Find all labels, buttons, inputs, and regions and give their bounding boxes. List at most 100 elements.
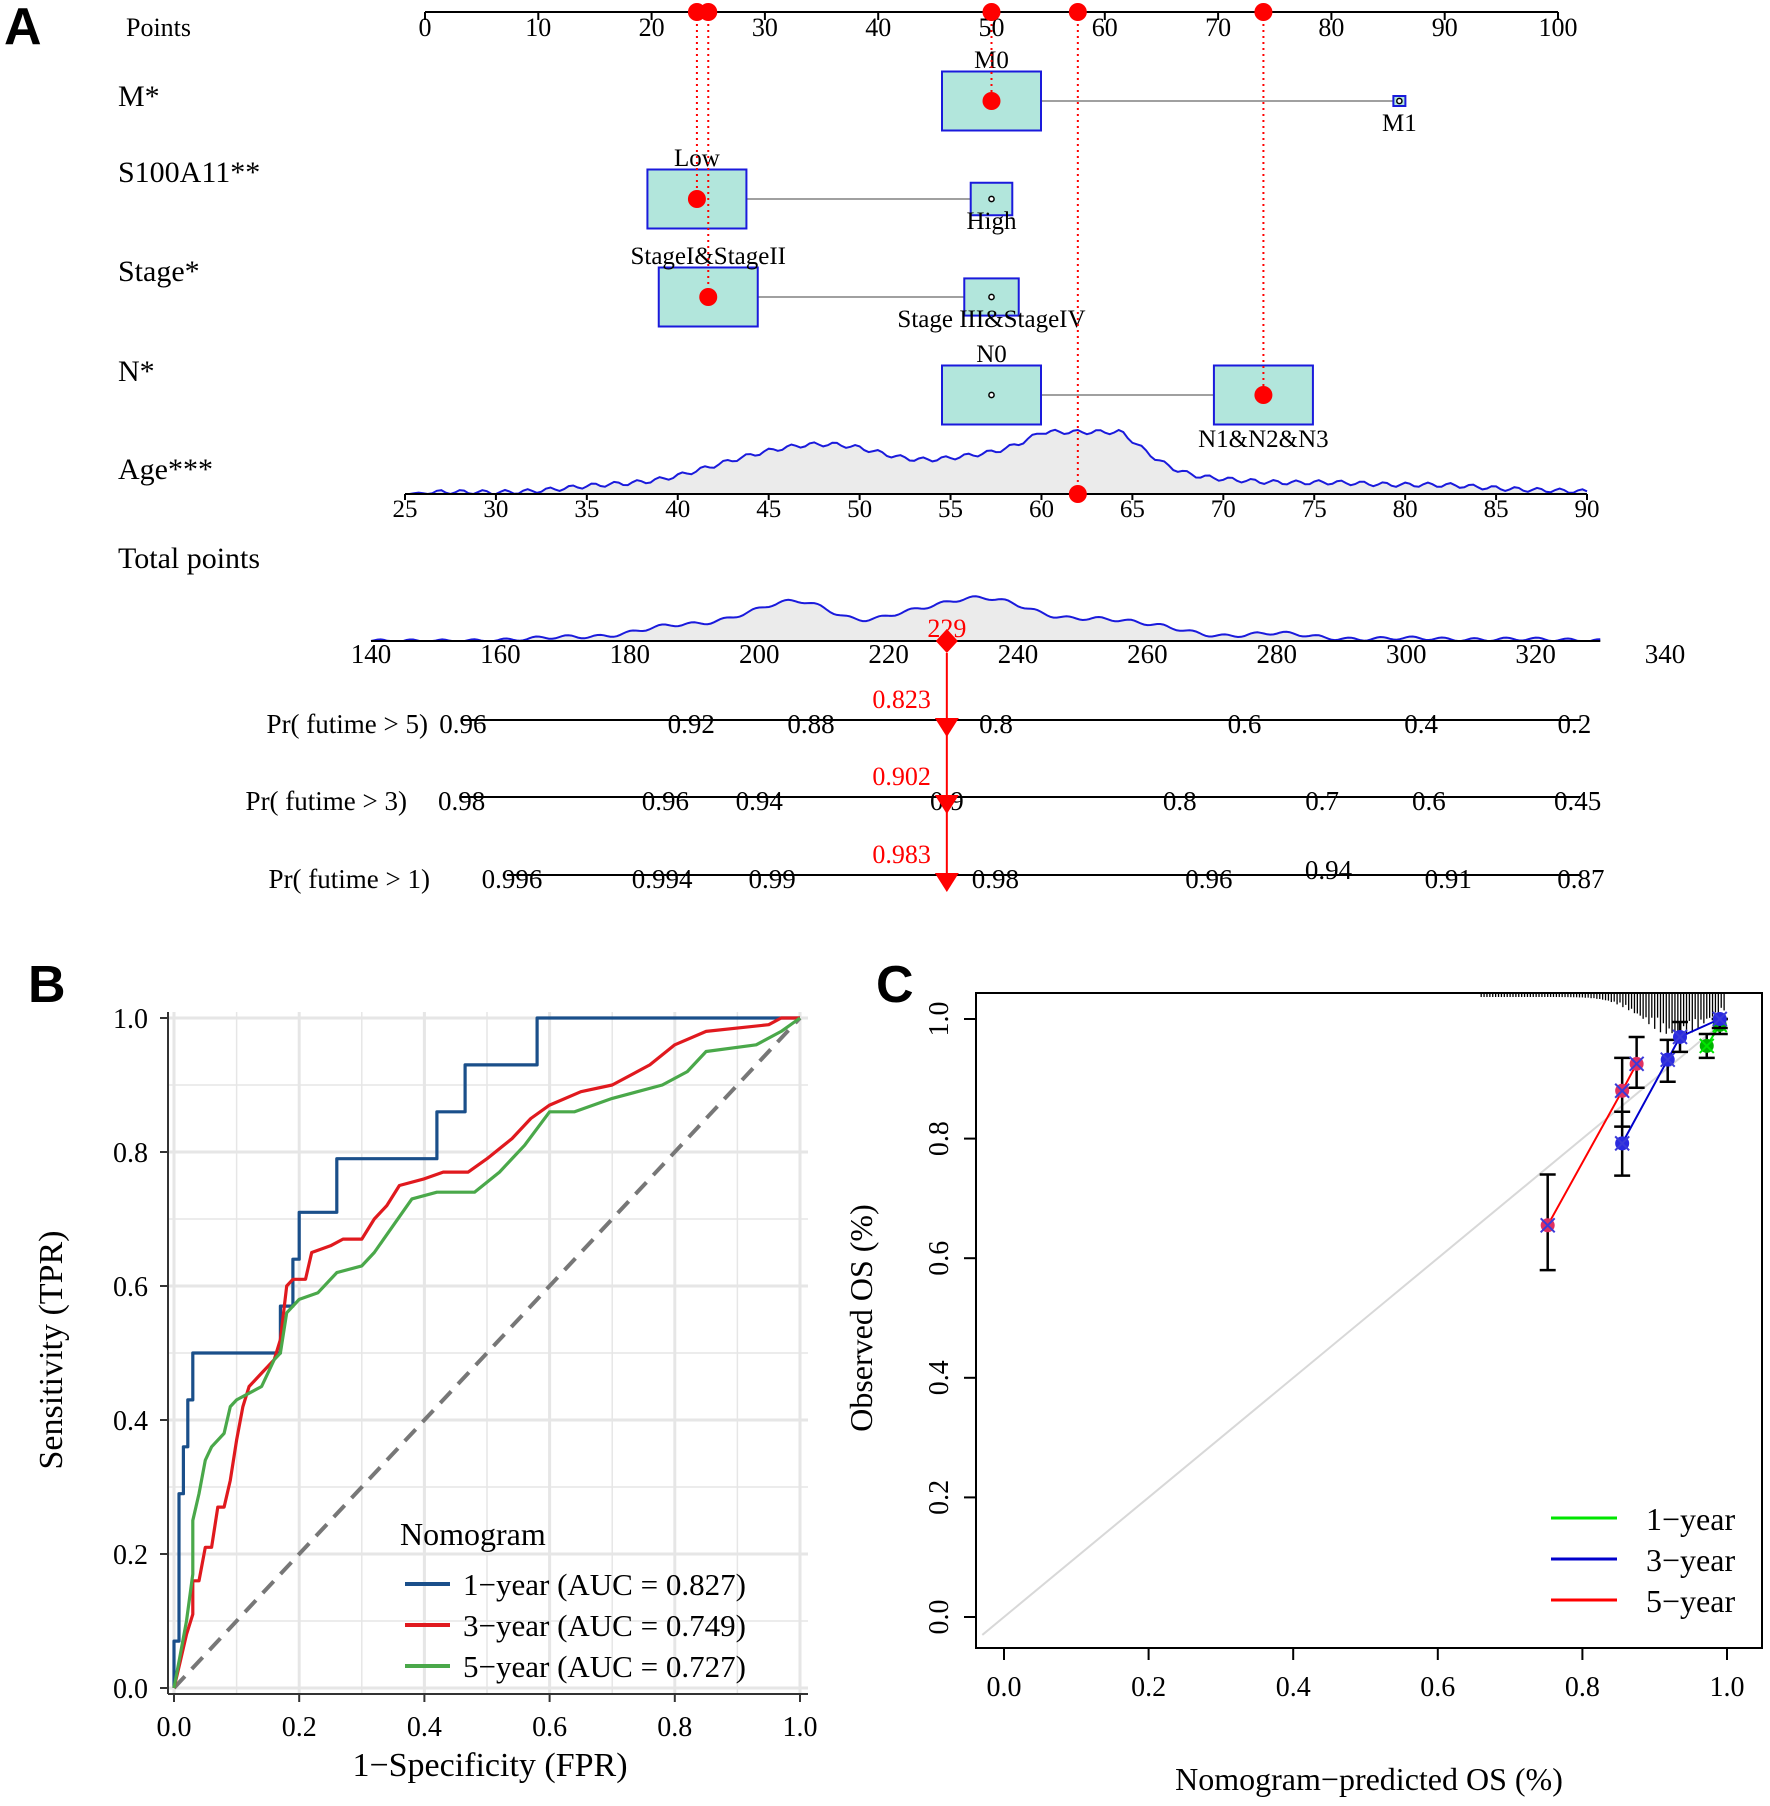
roc-legend-label-0: 1−year (AUC = 0.827) [463, 1567, 746, 1602]
cal-legend-label-1: 3−year [1646, 1542, 1735, 1578]
points-axis-tick-label-4: 40 [865, 13, 891, 42]
prob-axis-tick-label-1-1: 0.96 [642, 786, 689, 816]
points-axis-tick-label-10: 100 [1539, 13, 1578, 42]
selection-marker-4 [1068, 485, 1087, 503]
total-points-tick-label-0: 140 [351, 639, 392, 669]
prob-value-label-0: 0.823 [872, 685, 931, 714]
cal-3-year-point-cross [1672, 1029, 1688, 1045]
cal-3-year-point-cross [1614, 1135, 1630, 1152]
prob-axis-label-2: Pr( futime > 1) [269, 864, 430, 894]
prob-value-marker-0 [934, 718, 959, 737]
var-n-level-label-n0: N0 [976, 341, 1007, 368]
cal-1-year-point-cross [1699, 1038, 1715, 1054]
roc-curve-3-year [172, 1016, 800, 1689]
total-points-tick-label-7: 280 [1257, 639, 1298, 669]
roc-y-tick-label-0: 0.0 [113, 1674, 148, 1705]
prob-axis-tick-label-2-3: 0.98 [972, 864, 1019, 894]
roc-x-tick-label-5: 1.0 [783, 1712, 818, 1743]
roc-y-tick-label-5: 1.0 [113, 1004, 148, 1035]
var-stage-label: Stage* [118, 255, 200, 288]
selection-marker-1 [687, 190, 706, 208]
roc-y-axis-title: Sensitivity (TPR) [33, 1231, 70, 1470]
points-axis-tick-label-2: 20 [639, 13, 665, 42]
cal-ideal-line [981, 1018, 1728, 1636]
var-m-box-center-m1 [1396, 97, 1403, 105]
roc-x-tick-label-3: 0.6 [532, 1712, 567, 1743]
total-points-tick-label-6: 260 [1127, 639, 1168, 669]
prob-axis-label-0: Pr( futime > 5) [267, 709, 428, 739]
cal-x-tick-label-0: 0.0 [987, 1672, 1022, 1703]
prob-axis-tick-label-2-1: 0.994 [632, 864, 693, 894]
var-stage-box-center-stage-iii-stageiv [988, 293, 995, 301]
prob-value-label-2: 0.983 [872, 840, 931, 869]
cal-y-tick-label-1: 0.2 [924, 1480, 955, 1515]
total-points-label: Total points [118, 542, 260, 575]
cal-5-year-point-cross [1628, 1056, 1645, 1072]
points-axis-label: Points [126, 13, 191, 42]
cal-plot-box [975, 992, 1763, 1649]
selection-marker-3 [1254, 386, 1273, 404]
total-points-tick-label-2: 180 [610, 639, 651, 669]
cal-3-year-point-cross [1712, 1011, 1728, 1027]
cal-y-tick-label-4: 0.8 [924, 1121, 955, 1156]
age-axis-tick-label-12: 85 [1484, 496, 1509, 523]
age-axis-tick-label-6: 55 [938, 496, 963, 523]
cal-x-tick-label-4: 0.8 [1565, 1672, 1600, 1703]
selection-marker-2 [699, 288, 718, 306]
points-axis-marker-0 [982, 3, 1001, 21]
prob-axis-tick-label-0-4: 0.6 [1228, 709, 1262, 739]
prob-axis-tick-label-1-5: 0.7 [1305, 786, 1339, 816]
age-density-fill [405, 429, 1587, 494]
points-axis-tick-label-0: 0 [419, 13, 432, 42]
var-n-label: N* [118, 355, 155, 388]
age-axis-tick-label-13: 90 [1575, 496, 1600, 523]
panel-b-letter: B [28, 956, 66, 1014]
var-s100a11-level-label-low: Low [674, 145, 720, 172]
total-points-tick-label-1: 160 [480, 639, 521, 669]
prob-axis-label-1: Pr( futime > 3) [246, 786, 407, 816]
prob-axis-tick-label-2-4: 0.96 [1185, 864, 1232, 894]
prob-axis-tick-label-2-7: 0.87 [1557, 864, 1604, 894]
prob-value-marker-2 [934, 873, 959, 892]
var-s100a11-label: S100A11** [118, 156, 260, 189]
roc-x-axis-title: 1−Specificity (FPR) [352, 1747, 627, 1784]
cal-x-tick-label-5: 1.0 [1710, 1672, 1745, 1703]
cal-x-tick-label-2: 0.4 [1276, 1672, 1311, 1703]
total-points-tick-label-5: 240 [998, 639, 1039, 669]
prob-axis-tick-label-0-3: 0.8 [979, 709, 1013, 739]
age-axis-tick-label-11: 80 [1393, 496, 1418, 523]
roc-legend-label-2: 5−year (AUC = 0.727) [463, 1649, 746, 1684]
total-points-diamond [935, 629, 958, 653]
cal-5-year-point-cross [1539, 1217, 1556, 1234]
prob-axis-tick-label-2-0: 0.996 [482, 864, 543, 894]
points-axis-tick-label-9: 90 [1432, 13, 1458, 42]
roc-panel: 0.0 0.2 0.4 0.6 0.8 1.0 0.0 0.2 0.4 0.6 0.8 1.0 1−Sp… [33, 1004, 818, 1784]
prob-axis-tick-label-0-2: 0.88 [787, 709, 834, 739]
cal-x-tick-label-3: 0.6 [1420, 1672, 1455, 1703]
age-axis-tick-label-1: 30 [483, 496, 508, 523]
cal-legend-label-2: 5−year [1646, 1583, 1735, 1619]
age-axis-tick-label-9: 70 [1211, 496, 1236, 523]
panel-c-letter: C [876, 956, 914, 1014]
prob-axis-tick-label-1-4: 0.8 [1163, 786, 1197, 816]
cal-y-tick-label-2: 0.4 [924, 1360, 955, 1395]
cal-x-tick-label-1: 0.2 [1131, 1672, 1166, 1703]
total-points-density-fill [371, 596, 1601, 641]
age-density-line [405, 428, 1588, 496]
selection-marker-0 [982, 92, 1001, 110]
total-points-tick-label-8: 300 [1386, 639, 1427, 669]
total-points-density-line [370, 595, 1601, 643]
points-axis-tick-label-7: 70 [1205, 13, 1231, 42]
prob-axis-tick-label-0-1: 0.92 [668, 709, 715, 739]
points-axis-tick-label-6: 60 [1092, 13, 1118, 42]
roc-x-tick-label-4: 0.8 [657, 1712, 692, 1743]
total-points-tick-label-10: 340 [1645, 639, 1686, 669]
prob-axis-tick-label-1-6: 0.6 [1412, 786, 1446, 816]
var-m-label: M* [118, 80, 160, 113]
prob-axis-tick-label-2-5: 0.94 [1305, 855, 1353, 885]
age-axis-tick-label-3: 40 [665, 496, 690, 523]
age-axis-tick-label-2: 35 [574, 496, 599, 523]
points-axis-tick-label-8: 80 [1318, 13, 1344, 42]
total-points-tick-label-3: 200 [739, 639, 780, 669]
